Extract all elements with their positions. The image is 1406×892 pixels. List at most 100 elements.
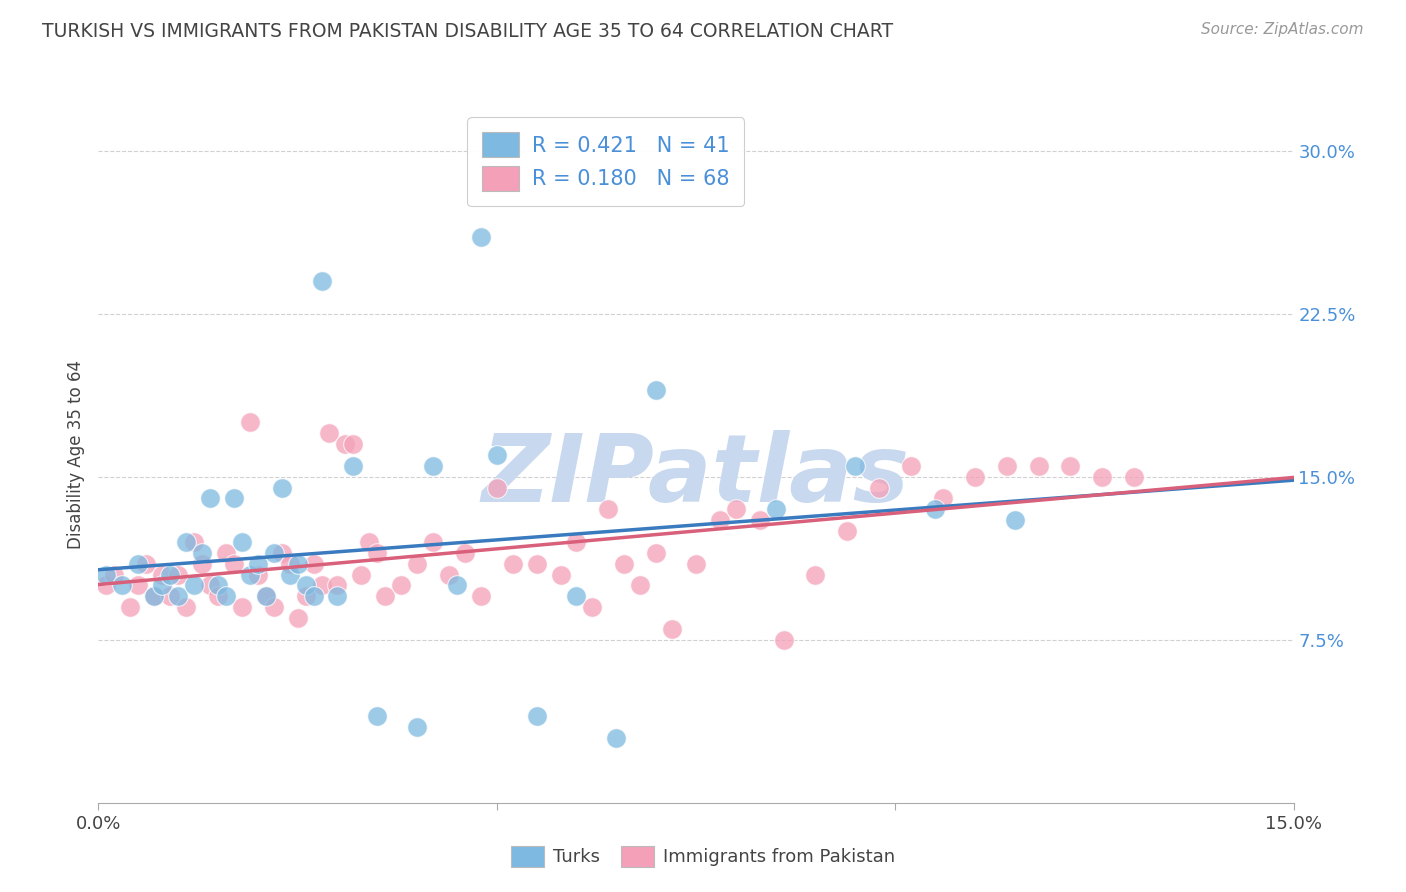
Point [111,578,134,592]
Point [350,567,373,582]
Point [1091,469,1114,483]
Point [222,557,245,571]
Point [246,567,269,582]
Point [150,567,173,582]
Point [526,708,548,723]
Point [932,491,955,506]
Point [485,481,508,495]
Point [342,437,364,451]
Point [502,557,524,571]
Point [645,383,668,397]
Point [422,535,444,549]
Point [366,708,388,723]
Point [366,546,388,560]
Point [96,578,118,592]
Point [183,578,205,592]
Point [270,546,292,560]
Point [263,546,285,560]
Point [191,546,214,560]
Point [598,502,620,516]
Point [103,567,125,582]
Point [174,535,197,549]
Point [454,546,477,560]
Point [406,720,429,734]
Point [470,589,492,603]
Point [254,589,277,603]
Point [326,578,349,592]
Point [167,567,190,582]
Point [724,502,747,516]
Point [406,557,429,571]
Point [302,557,325,571]
Point [613,557,636,571]
Point [359,535,381,549]
Text: TURKISH VS IMMIGRANTS FROM PAKISTAN DISABILITY AGE 35 TO 64 CORRELATION CHART: TURKISH VS IMMIGRANTS FROM PAKISTAN DISA… [42,22,893,41]
Point [311,578,333,592]
Legend: R = 0.421   N = 41, R = 0.180   N = 68: R = 0.421 N = 41, R = 0.180 N = 68 [467,118,744,206]
Point [207,578,229,592]
Point [159,589,181,603]
Point [318,426,340,441]
Point [605,731,627,745]
Point [302,589,325,603]
Point [198,491,221,506]
Point [565,589,588,603]
Point [772,632,794,647]
Text: ZIPatlas: ZIPatlas [482,430,910,522]
Point [231,535,253,549]
Point [628,578,651,592]
Point [550,567,572,582]
Point [765,502,787,516]
Point [748,513,770,527]
Point [263,600,285,615]
Point [963,469,986,483]
Point [294,578,316,592]
Legend: Turks, Immigrants from Pakistan: Turks, Immigrants from Pakistan [503,838,903,874]
Point [924,502,946,516]
Point [422,458,444,473]
Point [278,557,301,571]
Point [374,589,396,603]
Point [270,481,292,495]
Point [215,546,238,560]
Point [254,589,277,603]
Point [127,578,149,592]
Point [470,230,492,244]
Text: Source: ZipAtlas.com: Source: ZipAtlas.com [1201,22,1364,37]
Point [1028,458,1050,473]
Point [446,578,468,592]
Point [215,589,238,603]
Point [231,600,253,615]
Point [127,557,149,571]
Point [995,458,1018,473]
Point [837,524,859,538]
Point [143,589,166,603]
Point [174,600,197,615]
Point [661,622,683,636]
Point [437,567,460,582]
Point [1059,458,1081,473]
Point [1004,513,1026,527]
Point [239,415,262,429]
Point [198,578,221,592]
Point [844,458,866,473]
Point [565,535,588,549]
Point [1123,469,1146,483]
Point [709,513,731,527]
Point [342,458,364,473]
Point [96,567,118,582]
Point [311,274,333,288]
Point [246,557,269,571]
Point [335,437,357,451]
Point [294,589,316,603]
Point [150,578,173,592]
Point [526,557,548,571]
Point [326,589,349,603]
Point [207,589,229,603]
Point [159,567,181,582]
Point [191,557,214,571]
Point [645,546,668,560]
Point [389,578,412,592]
Point [135,557,157,571]
Point [120,600,142,615]
